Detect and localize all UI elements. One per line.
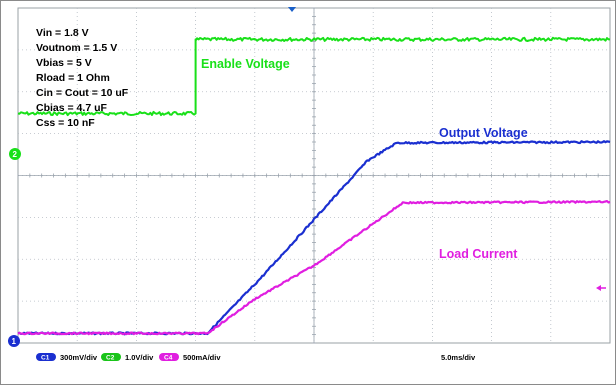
- note-line: Cin = Cout = 10 uF: [36, 87, 129, 99]
- test-conditions: Vin = 1.8 V Voutnom = 1.5 V Vbias = 5 V …: [36, 27, 129, 129]
- trigger-position-icon: [288, 7, 296, 12]
- series-line-enable-voltage: [17, 36, 610, 117]
- note-line: Vbias = 5 V: [36, 57, 92, 69]
- scale-readout-c1: C1 300mV/div: [36, 353, 98, 362]
- svg-text:500mA/div: 500mA/div: [183, 353, 221, 362]
- note-line: Css = 10 nF: [36, 117, 95, 129]
- svg-text:300mV/div: 300mV/div: [60, 353, 98, 362]
- series-label-output-voltage: Output Voltage: [439, 126, 528, 140]
- svg-text:1.0V/div: 1.0V/div: [125, 353, 154, 362]
- series-line-load-current: [17, 200, 611, 336]
- timebase-readout: 5.0ms/div: [441, 353, 476, 362]
- note-line: Cbias = 4.7 uF: [36, 102, 107, 114]
- scale-readout-c4: C4 500mA/div: [159, 353, 221, 362]
- traces: [17, 36, 611, 336]
- channel-1-marker: 1: [8, 335, 20, 347]
- channel-4-offset-arrow-icon: [596, 285, 601, 291]
- note-line: Rload = 1 Ohm: [36, 72, 110, 84]
- svg-text:C4: C4: [164, 355, 173, 362]
- series-label-enable-voltage: Enable Voltage: [201, 57, 290, 71]
- channel-2-marker: 2: [9, 148, 21, 160]
- svg-text:C1: C1: [41, 355, 50, 362]
- svg-text:C2: C2: [106, 355, 115, 362]
- svg-text:1: 1: [12, 337, 17, 346]
- scale-readout-c2: C2 1.0V/div: [101, 353, 154, 362]
- svg-text:2: 2: [13, 150, 18, 159]
- note-line: Vin = 1.8 V: [36, 27, 89, 39]
- note-line: Voutnom = 1.5 V: [36, 42, 117, 54]
- series-label-load-current: Load Current: [439, 247, 518, 261]
